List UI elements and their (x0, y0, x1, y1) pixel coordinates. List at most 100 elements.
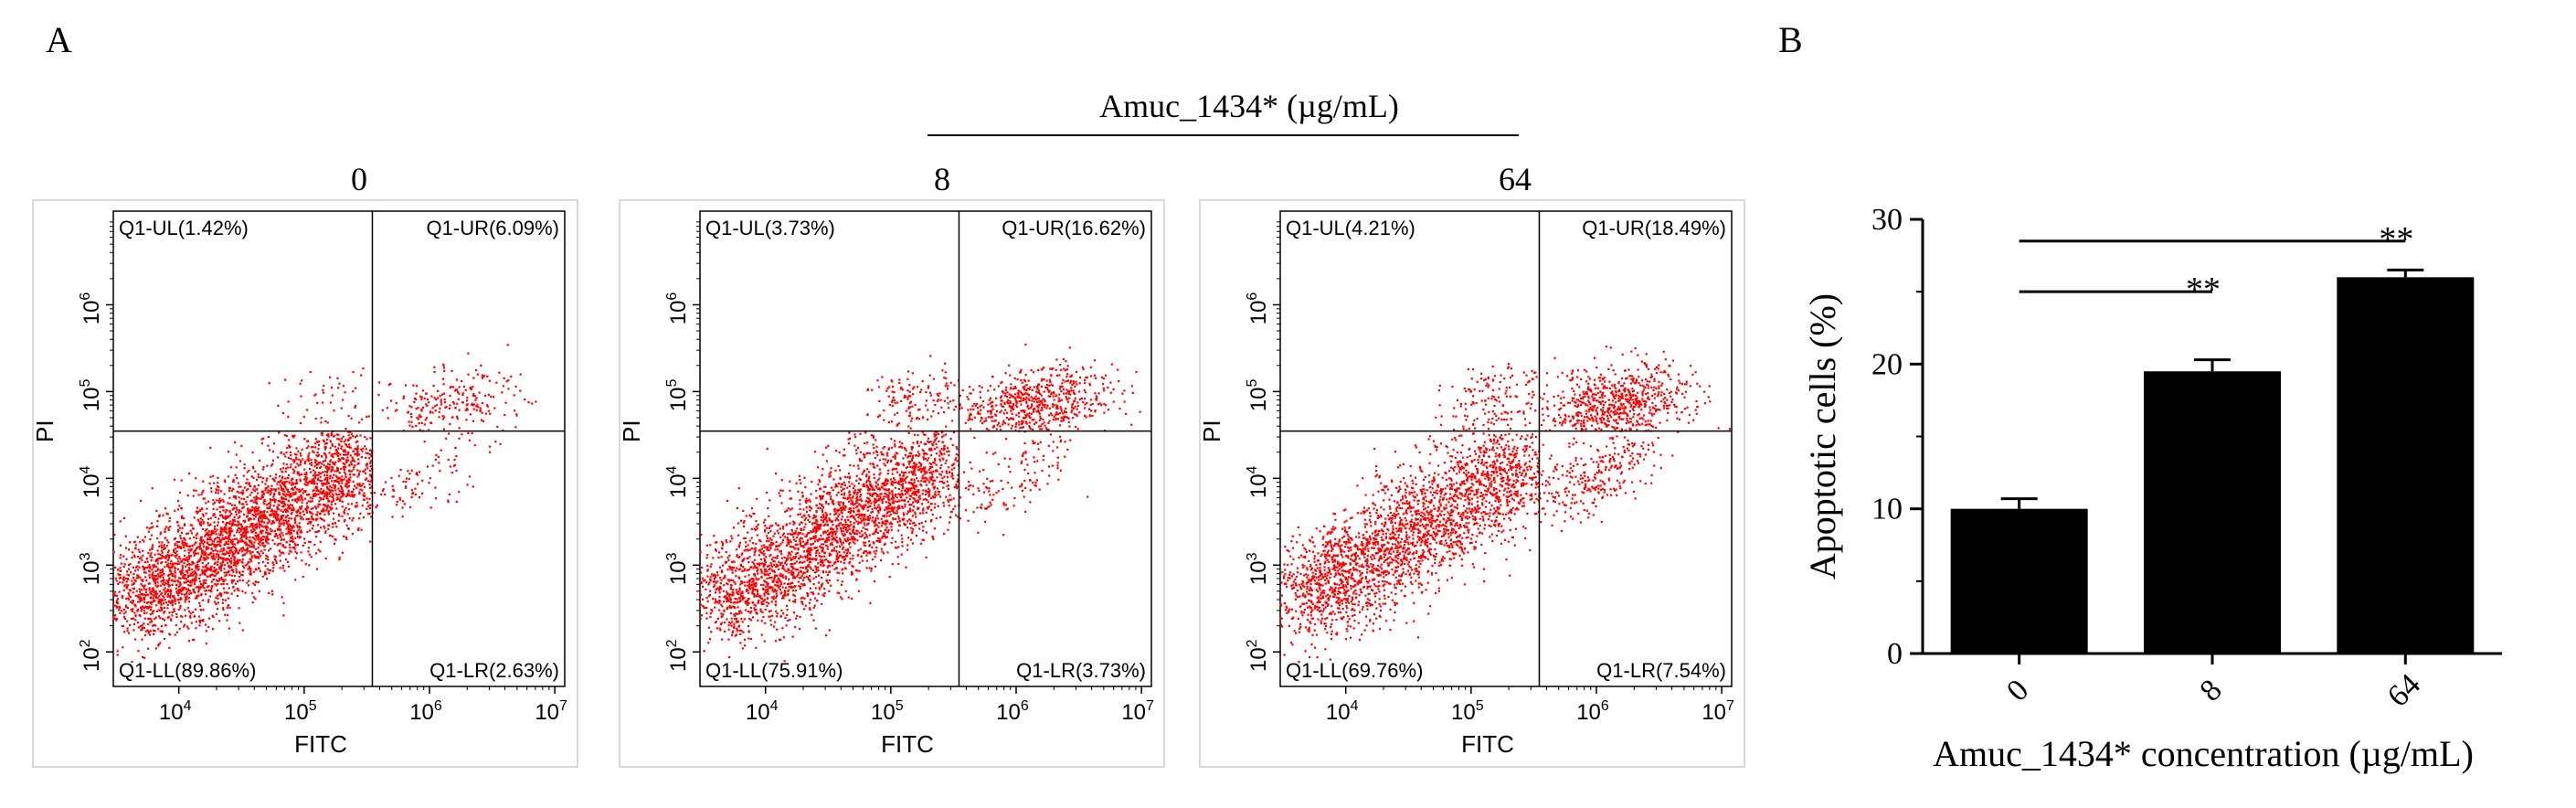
flow-dot (239, 576, 241, 579)
flow-dot (323, 478, 326, 481)
flow-dot (233, 564, 236, 567)
flow-dot (358, 517, 361, 520)
flow-dot (167, 595, 170, 598)
flow-dot (212, 499, 215, 502)
flow-dot (218, 510, 221, 514)
flow-dot (747, 591, 750, 594)
flow-dot (287, 444, 291, 447)
flow-dot (817, 592, 820, 595)
flow-dot (257, 508, 260, 511)
flow-dot (282, 614, 285, 617)
flow-dot (273, 555, 276, 558)
flow-dot (215, 491, 217, 494)
flow-dot (358, 483, 361, 485)
flow-dot (148, 605, 151, 608)
flow-dot (926, 498, 928, 502)
flow-dot (214, 574, 217, 578)
flow-dot (957, 473, 959, 476)
flow-dot (151, 546, 154, 548)
flow-dot (257, 518, 260, 522)
flow-dot (251, 522, 254, 525)
flow-dot (210, 548, 213, 551)
flow-dot (274, 476, 277, 479)
flow-dot (472, 394, 475, 397)
flow-dot (297, 526, 300, 528)
flow-dot (878, 468, 881, 471)
flow-dot (199, 587, 202, 590)
flow-dot (117, 569, 120, 571)
flow-dot (763, 530, 767, 533)
flow-dot (201, 569, 204, 571)
flow-dot (260, 532, 262, 535)
flow-dot (210, 580, 213, 583)
flow-dot (278, 508, 281, 511)
flow-dot (244, 549, 247, 552)
flow-dot (174, 633, 176, 636)
flow-dot (249, 499, 252, 503)
flow-dot (194, 569, 196, 572)
flow-dot (425, 403, 428, 406)
flow-dot (142, 579, 144, 582)
flow-dot (138, 550, 141, 554)
flow-dot (258, 526, 260, 529)
flow-dot (242, 505, 245, 508)
flow-dot (151, 557, 154, 559)
flow-dot (344, 512, 346, 515)
flow-dot (875, 481, 877, 484)
flow-dot (246, 544, 249, 547)
flow-dot (893, 477, 896, 480)
flow-dot (206, 569, 208, 571)
flow-dot (168, 590, 171, 592)
flow-dot (410, 495, 413, 498)
flow-dot (228, 627, 230, 630)
flow-dot (831, 530, 833, 534)
flow-dot (320, 492, 323, 494)
flow-dot (133, 587, 135, 590)
flow-dot (345, 537, 348, 540)
flow-dot (316, 517, 319, 520)
flow-dot (362, 447, 365, 450)
flow-dot (261, 490, 264, 493)
flow-dot (256, 488, 259, 491)
flow-dot (345, 460, 348, 462)
flow-dot (148, 587, 151, 590)
flow-dot (326, 469, 329, 472)
flow-dot (333, 542, 336, 545)
flow-dot (145, 526, 149, 529)
flow-dot (239, 540, 241, 543)
flow-dot (323, 489, 325, 492)
flow-dot (246, 547, 249, 549)
flow-dot (797, 534, 800, 537)
flow-dot (801, 491, 804, 494)
flow-dot (267, 558, 270, 561)
flow-dot (310, 446, 313, 449)
flow-dot (787, 507, 790, 510)
flow-dot (917, 433, 919, 437)
flow-dot (472, 393, 475, 396)
flow-dot (317, 505, 320, 508)
flow-dot (336, 467, 339, 470)
flow-dot (176, 530, 180, 533)
flow-dot (216, 489, 218, 492)
flow-dot (725, 550, 727, 554)
flow-dot (347, 445, 351, 448)
flow-dot (285, 541, 288, 544)
flow-dot (215, 584, 217, 587)
flow-dot (907, 518, 911, 521)
flow-dot (248, 483, 250, 485)
flow-dot (513, 394, 515, 397)
flow-dot (426, 404, 429, 407)
flow-dot (217, 583, 219, 586)
flow-dot (759, 548, 762, 551)
flow-dot (299, 499, 302, 502)
flow-dot (747, 561, 750, 564)
flow-dot (272, 478, 275, 482)
flow-dot (136, 536, 139, 538)
flow-dot (872, 533, 875, 536)
flow-dot (435, 453, 438, 456)
flow-dot (274, 501, 277, 504)
flow-dot (331, 454, 334, 457)
flow-dot (147, 530, 150, 533)
flow-dot (308, 540, 311, 543)
flow-dot (747, 531, 749, 534)
